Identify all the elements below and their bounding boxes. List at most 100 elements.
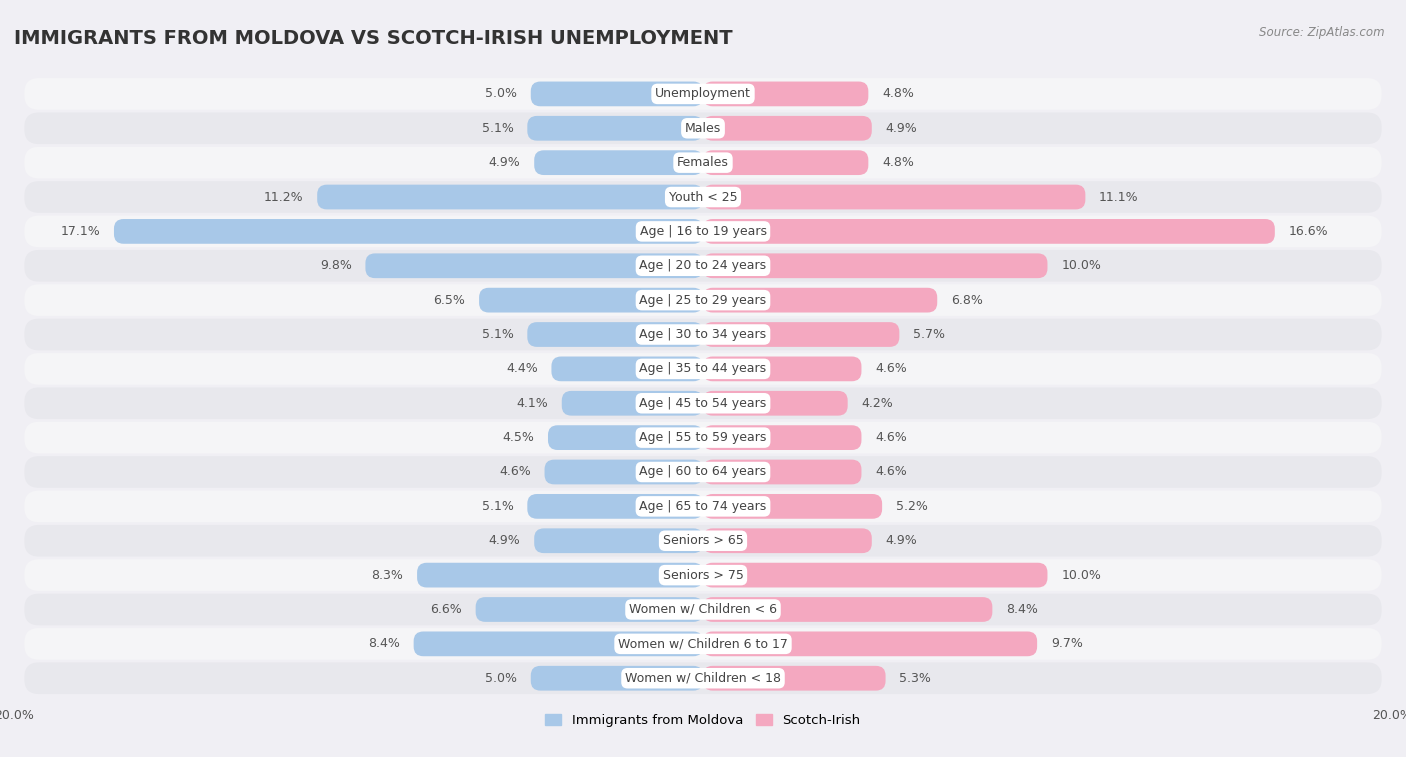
Text: Age | 55 to 59 years: Age | 55 to 59 years	[640, 431, 766, 444]
FancyBboxPatch shape	[24, 353, 1382, 385]
Text: 9.8%: 9.8%	[319, 259, 352, 273]
Text: Women w/ Children 6 to 17: Women w/ Children 6 to 17	[619, 637, 787, 650]
FancyBboxPatch shape	[527, 322, 703, 347]
Text: 8.4%: 8.4%	[1007, 603, 1038, 616]
FancyBboxPatch shape	[534, 528, 703, 553]
FancyBboxPatch shape	[703, 597, 993, 621]
FancyBboxPatch shape	[544, 459, 703, 484]
FancyBboxPatch shape	[475, 597, 703, 621]
FancyBboxPatch shape	[24, 285, 1382, 316]
Text: Age | 25 to 29 years: Age | 25 to 29 years	[640, 294, 766, 307]
Text: Age | 20 to 24 years: Age | 20 to 24 years	[640, 259, 766, 273]
Text: 4.5%: 4.5%	[502, 431, 534, 444]
FancyBboxPatch shape	[24, 422, 1382, 453]
Legend: Immigrants from Moldova, Scotch-Irish: Immigrants from Moldova, Scotch-Irish	[540, 709, 866, 732]
Text: 4.1%: 4.1%	[516, 397, 548, 410]
Text: Source: ZipAtlas.com: Source: ZipAtlas.com	[1260, 26, 1385, 39]
FancyBboxPatch shape	[24, 113, 1382, 144]
FancyBboxPatch shape	[24, 319, 1382, 350]
Text: 6.5%: 6.5%	[433, 294, 465, 307]
FancyBboxPatch shape	[703, 425, 862, 450]
Text: 5.1%: 5.1%	[482, 328, 513, 341]
FancyBboxPatch shape	[703, 631, 1038, 656]
FancyBboxPatch shape	[24, 559, 1382, 591]
FancyBboxPatch shape	[703, 391, 848, 416]
FancyBboxPatch shape	[703, 219, 1275, 244]
Text: 16.6%: 16.6%	[1289, 225, 1329, 238]
Text: 17.1%: 17.1%	[60, 225, 100, 238]
FancyBboxPatch shape	[562, 391, 703, 416]
Text: Women w/ Children < 6: Women w/ Children < 6	[628, 603, 778, 616]
FancyBboxPatch shape	[703, 82, 869, 106]
FancyBboxPatch shape	[527, 116, 703, 141]
Text: 6.8%: 6.8%	[950, 294, 983, 307]
Text: 5.3%: 5.3%	[900, 671, 931, 685]
Text: Age | 65 to 74 years: Age | 65 to 74 years	[640, 500, 766, 513]
FancyBboxPatch shape	[24, 216, 1382, 248]
FancyBboxPatch shape	[479, 288, 703, 313]
Text: 5.2%: 5.2%	[896, 500, 928, 513]
Text: Youth < 25: Youth < 25	[669, 191, 737, 204]
FancyBboxPatch shape	[318, 185, 703, 210]
Text: Seniors > 75: Seniors > 75	[662, 569, 744, 581]
Text: 5.1%: 5.1%	[482, 122, 513, 135]
FancyBboxPatch shape	[24, 525, 1382, 556]
Text: 11.1%: 11.1%	[1099, 191, 1139, 204]
Text: 10.0%: 10.0%	[1062, 569, 1101, 581]
FancyBboxPatch shape	[114, 219, 703, 244]
Text: 4.9%: 4.9%	[886, 534, 917, 547]
Text: 4.2%: 4.2%	[862, 397, 893, 410]
Text: 4.6%: 4.6%	[499, 466, 531, 478]
Text: 8.4%: 8.4%	[368, 637, 399, 650]
FancyBboxPatch shape	[703, 562, 1047, 587]
Text: 4.9%: 4.9%	[489, 156, 520, 169]
Text: Seniors > 65: Seniors > 65	[662, 534, 744, 547]
FancyBboxPatch shape	[24, 78, 1382, 110]
Text: 4.6%: 4.6%	[875, 466, 907, 478]
Text: 4.6%: 4.6%	[875, 363, 907, 375]
FancyBboxPatch shape	[548, 425, 703, 450]
Text: 4.9%: 4.9%	[489, 534, 520, 547]
FancyBboxPatch shape	[24, 147, 1382, 179]
FancyBboxPatch shape	[24, 181, 1382, 213]
Text: Unemployment: Unemployment	[655, 87, 751, 101]
Text: Females: Females	[678, 156, 728, 169]
FancyBboxPatch shape	[703, 185, 1085, 210]
FancyBboxPatch shape	[703, 528, 872, 553]
Text: 5.0%: 5.0%	[485, 671, 517, 685]
Text: IMMIGRANTS FROM MOLDOVA VS SCOTCH-IRISH UNEMPLOYMENT: IMMIGRANTS FROM MOLDOVA VS SCOTCH-IRISH …	[14, 29, 733, 48]
Text: Age | 45 to 54 years: Age | 45 to 54 years	[640, 397, 766, 410]
FancyBboxPatch shape	[703, 322, 900, 347]
Text: Age | 16 to 19 years: Age | 16 to 19 years	[640, 225, 766, 238]
FancyBboxPatch shape	[534, 151, 703, 175]
Text: 9.7%: 9.7%	[1050, 637, 1083, 650]
FancyBboxPatch shape	[703, 254, 1047, 278]
Text: 8.3%: 8.3%	[371, 569, 404, 581]
Text: 5.7%: 5.7%	[912, 328, 945, 341]
Text: 4.8%: 4.8%	[882, 156, 914, 169]
FancyBboxPatch shape	[551, 357, 703, 382]
FancyBboxPatch shape	[366, 254, 703, 278]
Text: 6.6%: 6.6%	[430, 603, 461, 616]
Text: 4.9%: 4.9%	[886, 122, 917, 135]
FancyBboxPatch shape	[703, 666, 886, 690]
FancyBboxPatch shape	[527, 494, 703, 519]
FancyBboxPatch shape	[24, 456, 1382, 488]
FancyBboxPatch shape	[24, 593, 1382, 625]
FancyBboxPatch shape	[703, 151, 869, 175]
Text: Males: Males	[685, 122, 721, 135]
FancyBboxPatch shape	[418, 562, 703, 587]
Text: Age | 60 to 64 years: Age | 60 to 64 years	[640, 466, 766, 478]
FancyBboxPatch shape	[413, 631, 703, 656]
FancyBboxPatch shape	[24, 250, 1382, 282]
Text: 4.6%: 4.6%	[875, 431, 907, 444]
Text: Women w/ Children < 18: Women w/ Children < 18	[626, 671, 780, 685]
FancyBboxPatch shape	[703, 357, 862, 382]
FancyBboxPatch shape	[703, 116, 872, 141]
Text: 4.4%: 4.4%	[506, 363, 537, 375]
Text: 11.2%: 11.2%	[264, 191, 304, 204]
FancyBboxPatch shape	[24, 388, 1382, 419]
Text: Age | 30 to 34 years: Age | 30 to 34 years	[640, 328, 766, 341]
FancyBboxPatch shape	[703, 288, 938, 313]
Text: 5.1%: 5.1%	[482, 500, 513, 513]
